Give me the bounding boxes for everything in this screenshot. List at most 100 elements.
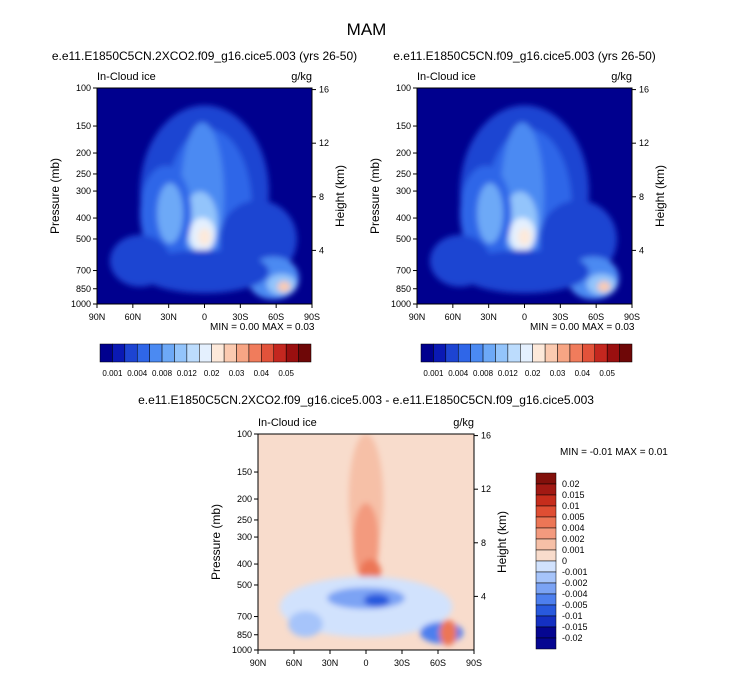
x-tick-label: 90N bbox=[409, 312, 426, 322]
min-max-stats: MIN = -0.01 MAX = 0.01 bbox=[560, 447, 668, 458]
colorbar-swatch bbox=[211, 343, 225, 363]
colorbar-label: 0.012 bbox=[177, 369, 198, 378]
colorbar-swatch bbox=[535, 549, 557, 562]
y-tick-label: 100 bbox=[396, 83, 411, 93]
colorbar-swatch bbox=[535, 483, 557, 496]
x-tick-label: 90N bbox=[89, 312, 106, 322]
x-tick-label: 60S bbox=[430, 658, 446, 668]
colorbar-label: 0.015 bbox=[562, 490, 585, 500]
y-axis-label: Pressure (mb) bbox=[368, 158, 382, 234]
page-title: MAM bbox=[346, 20, 387, 39]
colorbar-swatch bbox=[535, 472, 557, 485]
colorbar-swatch bbox=[495, 343, 509, 363]
colorbar-swatch bbox=[535, 637, 557, 650]
colorbar-label: 0.012 bbox=[498, 369, 519, 378]
x-tick-label: 60N bbox=[445, 312, 462, 322]
y-right-axis-label: Height (km) bbox=[653, 165, 667, 227]
y-axis-label: Pressure (mb) bbox=[209, 504, 223, 580]
chart-right-label: g/kg bbox=[453, 417, 474, 429]
contour-region bbox=[460, 250, 589, 294]
colorbar-swatch bbox=[112, 343, 126, 363]
y-tick-label: 500 bbox=[237, 580, 252, 590]
y-right-tick-label: 4 bbox=[639, 245, 644, 255]
y-right-axis-label: Height (km) bbox=[333, 165, 347, 227]
colorbar-swatch bbox=[433, 343, 447, 363]
colorbar-label: 0.04 bbox=[575, 369, 591, 378]
y-tick-label: 150 bbox=[76, 121, 91, 131]
y-tick-label: 1000 bbox=[391, 299, 411, 309]
colorbar-swatch bbox=[149, 343, 163, 363]
y-tick-label: 200 bbox=[237, 494, 252, 504]
chart-title: e.e11.E1850C5CN.2XCO2.f09_g16.cice5.003 … bbox=[138, 393, 594, 407]
colorbar-swatch bbox=[520, 343, 533, 363]
y-tick-label: 500 bbox=[396, 234, 411, 244]
x-tick-label: 60N bbox=[286, 658, 303, 668]
y-tick-label: 700 bbox=[76, 266, 91, 276]
colorbar-swatch bbox=[236, 343, 250, 363]
chart-right-label: g/kg bbox=[611, 71, 632, 83]
y-tick-label: 300 bbox=[76, 186, 91, 196]
chart-panel-2: e.e11.E1850C5CN.f09_g16.cice5.003 (yrs 2… bbox=[368, 49, 667, 378]
y-right-tick-label: 8 bbox=[319, 192, 324, 202]
min-max-stats: MIN = 0.00 MAX = 0.03 bbox=[530, 322, 635, 333]
x-tick-label: 0 bbox=[202, 312, 207, 322]
y-tick-label: 250 bbox=[237, 515, 252, 525]
y-tick-label: 300 bbox=[237, 532, 252, 542]
colorbar-swatch bbox=[569, 343, 583, 363]
y-tick-label: 250 bbox=[76, 169, 91, 179]
contour-field bbox=[279, 434, 464, 646]
y-tick-label: 400 bbox=[396, 213, 411, 223]
chart-left-label: In-Cloud ice bbox=[258, 417, 317, 429]
x-tick-label: 0 bbox=[522, 312, 527, 322]
colorbar-swatch bbox=[445, 343, 459, 363]
colorbar-swatch bbox=[99, 343, 113, 363]
chart-left-label: In-Cloud ice bbox=[417, 71, 476, 83]
colorbar-label: -0.001 bbox=[562, 567, 588, 577]
x-tick-label: 60S bbox=[588, 312, 604, 322]
y-right-tick-label: 4 bbox=[319, 245, 324, 255]
colorbar-swatch bbox=[124, 343, 138, 363]
colorbar-swatch bbox=[532, 343, 546, 363]
y-tick-label: 850 bbox=[396, 284, 411, 294]
colorbar-swatch bbox=[285, 343, 299, 363]
colorbar-label: -0.005 bbox=[562, 600, 588, 610]
colorbar-swatch bbox=[535, 516, 557, 529]
chart-panel-3: e.e11.E1850C5CN.2XCO2.f09_g16.cice5.003 … bbox=[138, 393, 668, 668]
y-tick-label: 300 bbox=[396, 186, 411, 196]
colorbar-label: 0.001 bbox=[562, 545, 585, 555]
y-axis-label: Pressure (mb) bbox=[48, 158, 62, 234]
colorbar-swatch bbox=[470, 343, 484, 363]
x-tick-label: 90S bbox=[624, 312, 640, 322]
colorbar-label: 0.001 bbox=[423, 369, 444, 378]
contour-region bbox=[288, 611, 323, 638]
colorbar-label: 0.02 bbox=[204, 369, 220, 378]
x-tick-label: 60S bbox=[268, 312, 284, 322]
contour-region bbox=[140, 250, 269, 294]
colorbar-label: 0 bbox=[562, 556, 567, 566]
colorbar-swatch bbox=[161, 343, 175, 363]
colorbar-swatch bbox=[594, 343, 608, 363]
colorbar-label: 0.05 bbox=[599, 369, 615, 378]
y-tick-label: 150 bbox=[237, 467, 252, 477]
y-tick-label: 700 bbox=[237, 612, 252, 622]
chart-title: e.e11.E1850C5CN.2XCO2.f09_g16.cice5.003 … bbox=[52, 49, 357, 63]
contour-region bbox=[518, 228, 531, 246]
colorbar-swatch bbox=[619, 343, 633, 363]
x-tick-label: 90N bbox=[250, 658, 267, 668]
colorbar-label: 0.02 bbox=[525, 369, 541, 378]
y-tick-label: 100 bbox=[76, 83, 91, 93]
colorbar-swatch bbox=[298, 343, 312, 363]
colorbar-swatch bbox=[136, 343, 150, 363]
chart-left-label: In-Cloud ice bbox=[97, 71, 156, 83]
colorbar-label: 0.03 bbox=[550, 369, 566, 378]
chart-panel-1: e.e11.E1850C5CN.2XCO2.f09_g16.cice5.003 … bbox=[48, 49, 357, 378]
x-tick-label: 30N bbox=[160, 312, 177, 322]
y-tick-label: 100 bbox=[237, 429, 252, 439]
colorbar-swatch bbox=[535, 571, 557, 584]
colorbar: 0.001 0.004 0.008 0.012 0.02 0.03 0.04 0.05 bbox=[99, 343, 312, 378]
chart-title: e.e11.E1850C5CN.f09_g16.cice5.003 (yrs 2… bbox=[393, 49, 656, 63]
x-tick-label: 90S bbox=[304, 312, 320, 322]
x-tick-label: 30S bbox=[232, 312, 248, 322]
colorbar-swatch bbox=[199, 343, 212, 363]
